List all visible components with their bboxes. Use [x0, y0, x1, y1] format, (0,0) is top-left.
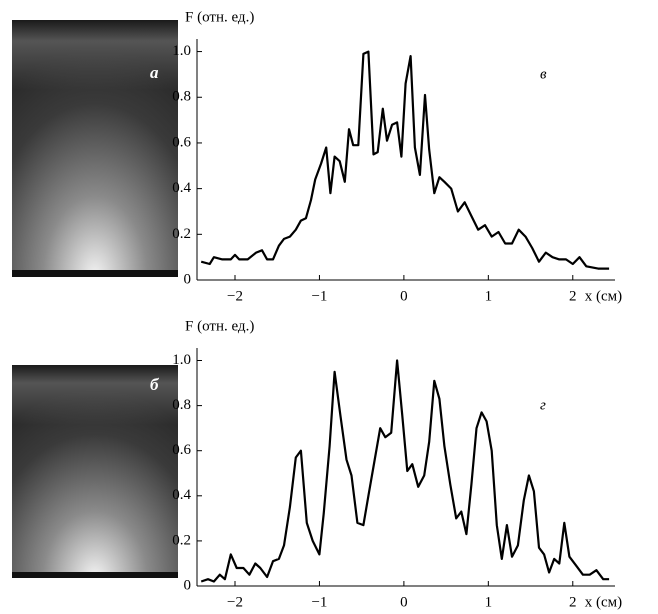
x-axis-label: x (см) [585, 594, 622, 610]
image-label: а [150, 63, 159, 82]
image-label: б [150, 375, 160, 394]
panel-label: в [540, 66, 547, 82]
photo-a [12, 20, 178, 277]
x-tick-label: −1 [311, 288, 327, 304]
line [200, 359, 610, 583]
x-tick-label: 1 [485, 288, 493, 304]
x-tick-label: 0 [400, 594, 408, 610]
x-tick-label: 2 [569, 594, 577, 610]
y-tick-label: 0 [184, 271, 192, 287]
x-tick-label: 1 [485, 594, 493, 610]
y-axis-label: F (отн. ед.) [185, 9, 254, 25]
y-tick-label: 0.2 [172, 532, 191, 548]
y-tick-label: 0.8 [172, 397, 191, 413]
y-tick-label: 0.2 [172, 226, 191, 242]
photo-b [12, 365, 178, 578]
x-tick-label: 2 [569, 288, 577, 304]
x-tick-label: 0 [400, 288, 408, 304]
x-axis-label: x (см) [585, 288, 622, 304]
y-tick-label: 0.4 [172, 180, 191, 196]
x-tick-label: −2 [227, 288, 243, 304]
y-tick-label: 0.8 [172, 89, 191, 105]
x-tick-label: −2 [227, 594, 243, 610]
y-axis-label: F (отн. ед.) [185, 318, 254, 334]
y-tick-label: 1.0 [172, 352, 191, 368]
y-tick-label: 0.6 [172, 134, 191, 150]
y-tick-label: 0 [184, 577, 192, 593]
y-tick-label: 0.4 [172, 487, 191, 503]
y-tick-label: 0.6 [172, 442, 191, 458]
line [200, 50, 610, 270]
y-tick-label: 1.0 [172, 43, 191, 59]
panel-label: г [540, 397, 546, 413]
x-tick-label: −1 [311, 594, 327, 610]
